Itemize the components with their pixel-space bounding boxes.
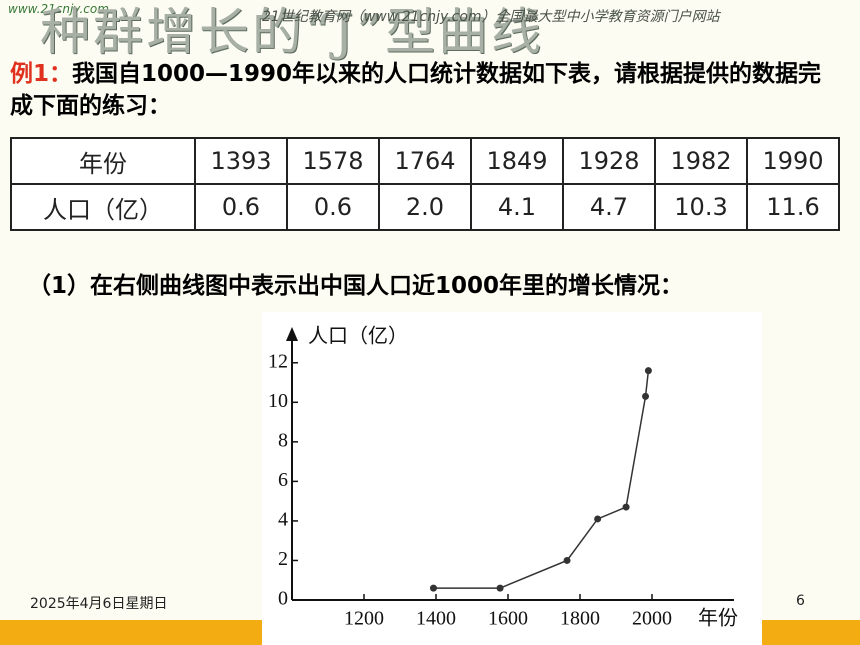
x-tick-label: 1400 <box>416 608 456 630</box>
y-tick-label: 8 <box>278 429 288 451</box>
table-row: 人口（亿） 0.6 0.6 2.0 4.1 4.7 10.3 11.6 <box>10 183 840 231</box>
table-cell: 1764 <box>378 137 472 185</box>
table-row: 年份 1393 1578 1764 1849 1928 1982 1990 <box>10 137 840 185</box>
task: （1）在右侧曲线图中表示出中国人口近1000年里的增长情况： <box>28 273 684 299</box>
data-point <box>429 584 437 592</box>
slide-title: 种群增长的“J”型曲线 <box>40 3 545 61</box>
question-label: 例1： <box>10 61 73 87</box>
table-cell: 4.7 <box>562 183 656 231</box>
table-cell: 1849 <box>470 137 564 185</box>
table-cell: 0.6 <box>194 183 288 231</box>
table-cell: 1990 <box>746 137 840 185</box>
x-tick-label: 1600 <box>488 608 528 630</box>
data-table: 年份 1393 1578 1764 1849 1928 1982 1990 人口（亿） 0.6 0.… <box>10 137 840 231</box>
table-cell: 1578 <box>286 137 380 185</box>
x-tick-label: 2000 <box>632 608 672 630</box>
page-number: 6 <box>796 593 805 609</box>
watermark: 21世纪教育网（www.21cnjy.com）全国最大型中小学教育资源门户网站 <box>262 9 720 25</box>
table-cell: 1928 <box>562 137 656 185</box>
data-point <box>642 392 650 400</box>
table-cell: 4.1 <box>470 183 564 231</box>
data-point <box>563 556 571 564</box>
date: 2025年4月6日星期日 <box>30 596 168 612</box>
y-tick-label: 6 <box>278 469 288 491</box>
y-tick-label: 12 <box>268 350 288 372</box>
y-axis-arrow <box>286 327 298 341</box>
table-cell: 0.6 <box>286 183 380 231</box>
y-tick-label: 10 <box>268 390 288 412</box>
y-tick-label: 4 <box>278 509 288 531</box>
table-cell: 10.3 <box>654 183 748 231</box>
question-text: 我国自1000—1990年以来的人口统计数据如下表，请根据提供的数据完成下面的练… <box>10 61 822 119</box>
table-cell: 2.0 <box>378 183 472 231</box>
table-cell: 1982 <box>654 137 748 185</box>
data-point <box>622 503 630 511</box>
x-tick-label: 1200 <box>344 608 384 630</box>
table-cell: 11.6 <box>746 183 840 231</box>
data-line <box>433 370 650 589</box>
logo: www.21cnjy.com <box>8 2 109 16</box>
data-point <box>496 584 504 592</box>
y-tick-label: 0 <box>278 588 288 610</box>
chart: 人口（亿） 年份 0 2 4 6 8 10 12 1200 1400 1600 1800 2000 <box>262 312 762 645</box>
data-point <box>594 515 602 523</box>
table-cell: 人口（亿） <box>10 183 196 231</box>
y-axis-label: 人口（亿） <box>308 325 408 348</box>
question: 例1：我国自1000—1990年以来的人口统计数据如下表，请根据提供的数据完成下… <box>10 58 840 122</box>
data-point <box>644 367 652 375</box>
x-axis-label: 年份 <box>698 607 738 630</box>
table-cell: 1393 <box>194 137 288 185</box>
x-tick-label: 1800 <box>560 608 600 630</box>
table-cell: 年份 <box>10 137 196 185</box>
y-tick-label: 2 <box>278 548 288 570</box>
